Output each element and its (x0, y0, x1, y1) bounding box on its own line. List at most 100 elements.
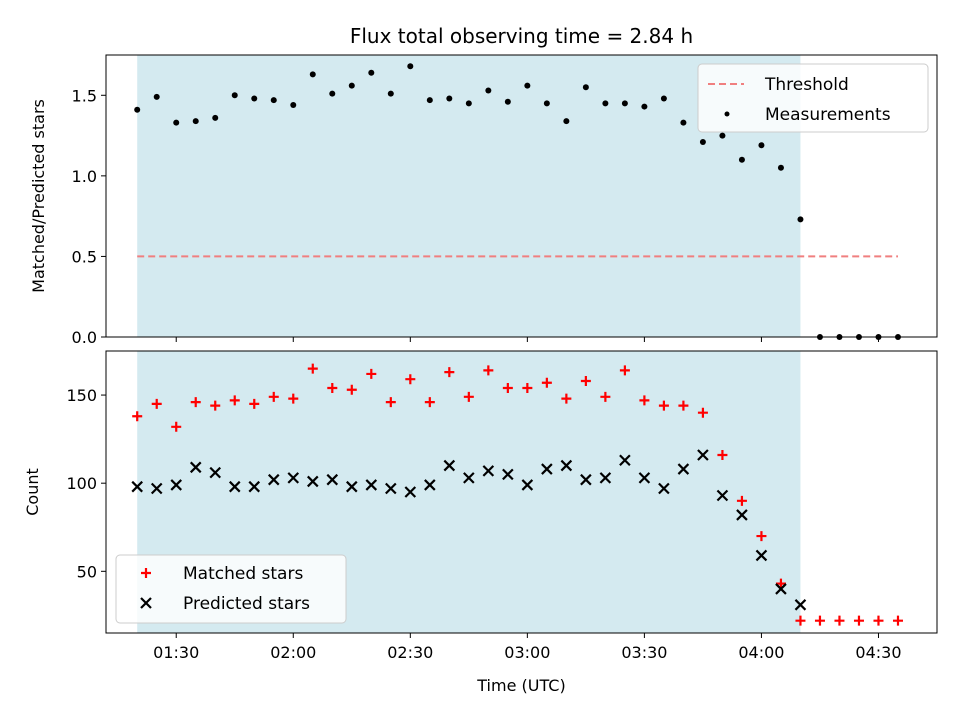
measurement-point (621, 100, 628, 107)
predicted-star-marker (775, 583, 787, 595)
predicted-star-marker (404, 486, 417, 498)
measurement-point (426, 97, 433, 104)
matched-star-marker (483, 365, 494, 376)
matched-star-marker (717, 449, 728, 460)
x-tick-label: 03:30 (621, 643, 667, 662)
legend-predicted-swatch (140, 597, 152, 609)
legend: Threshold Measurements (697, 63, 929, 133)
predicted-star-marker (463, 472, 475, 484)
y-tick-label: 150 (66, 386, 97, 405)
matched-star-marker (190, 397, 201, 408)
y-axis-label: Matched/Predicted stars (29, 99, 48, 293)
matched-star-marker (795, 615, 806, 626)
measurement-point (290, 101, 297, 108)
matched-star-marker (327, 383, 338, 394)
predicted-star-marker (697, 449, 709, 461)
predicted-star-marker (521, 479, 534, 491)
matched-star-marker (834, 615, 845, 626)
measurement-point (465, 100, 472, 107)
x-tick-label: 01:30 (153, 643, 199, 662)
predicted-star-marker (385, 482, 397, 495)
measurement-point (348, 82, 355, 89)
matched-star-marker (619, 365, 630, 376)
measurement-point (231, 92, 238, 99)
measurement-point (582, 84, 589, 91)
predicted-star-marker (346, 480, 358, 493)
measurement-point (251, 95, 258, 102)
measurement-point (270, 97, 277, 104)
matched-star-marker (385, 397, 396, 408)
x-tick-label: 04:00 (738, 643, 784, 662)
matched-star-marker (151, 398, 162, 409)
measurement-point (504, 98, 511, 105)
panel-top: 0.0 0.5 1.0 1.5 Matched/Predicted stars Flux … (29, 24, 938, 347)
y-tick-label: 100 (66, 474, 97, 493)
legend-matched-label: Matched stars (183, 564, 303, 584)
y-tick-label: 1.0 (72, 167, 97, 186)
predicted-star-marker (170, 479, 183, 491)
matched-star-marker (288, 393, 299, 404)
matched-star-marker (229, 395, 240, 406)
matched-star-marker (405, 374, 416, 385)
predicted-star-marker (326, 473, 339, 486)
predicted-star-marker (306, 475, 319, 488)
predicted-star-marker (424, 479, 436, 491)
predicted-star-marker (599, 472, 612, 484)
matched-star-marker (268, 391, 279, 402)
predicted-star-marker (482, 465, 495, 477)
measurement-point (329, 90, 336, 97)
predicted-star-marker (638, 472, 651, 484)
matched-star-marker (171, 421, 182, 432)
axes-frame (105, 350, 938, 634)
measurement-point (192, 118, 199, 125)
y-tick-label: 0.0 (72, 328, 97, 347)
measurement-point (563, 118, 570, 125)
measurement-point (407, 63, 414, 70)
predicted-star-marker (580, 473, 592, 486)
matched-star-marker (736, 495, 747, 506)
measurement-point (134, 106, 141, 113)
matched-star-marker (307, 363, 318, 374)
matched-star-marker (132, 411, 143, 422)
measurement-point (660, 95, 667, 102)
axes-frame (105, 54, 938, 338)
measurement-point (777, 164, 784, 171)
legend-box (115, 554, 347, 624)
measurement-point (602, 100, 609, 107)
x-tick-label: 03:00 (504, 643, 550, 662)
legend-measurement-swatch (724, 111, 730, 117)
predicted-star-marker (658, 482, 670, 495)
predicted-star-marker (794, 599, 807, 611)
predicted-star-marker (736, 509, 748, 521)
matched-star-marker (366, 368, 377, 379)
matched-star-marker (561, 393, 572, 404)
predicted-star-marker (755, 549, 768, 562)
predicted-star-marker (150, 482, 163, 495)
measurement-point (758, 142, 765, 149)
matched-star-marker (424, 397, 435, 408)
matched-star-marker (210, 400, 221, 411)
predicted-star-marker (365, 479, 378, 491)
matched-star-marker (346, 384, 357, 395)
predicted-star-marker (189, 461, 202, 474)
matched-star-marker (639, 395, 650, 406)
y-tick-label: 1.5 (72, 86, 97, 105)
matched-star-marker (853, 615, 864, 626)
predicted-star-marker (541, 463, 553, 475)
measurement-point (387, 90, 394, 97)
matched-star-marker (697, 407, 708, 418)
matched-star-marker (814, 615, 825, 626)
measurement-point (719, 132, 726, 139)
chart-title: Flux total observing time = 2.84 h (350, 24, 693, 48)
measurement-point (173, 119, 180, 126)
legend-measurement-label: Measurements (765, 105, 891, 125)
measurement-point (153, 93, 160, 100)
predicted-star-marker (560, 459, 573, 472)
matched-star-marker (249, 398, 260, 409)
legend: Matched stars Predicted stars (115, 554, 347, 624)
predicted-star-marker (716, 489, 729, 502)
y-tick-label: 50 (77, 562, 97, 581)
legend-box (697, 63, 929, 133)
x-tick-label: 04:30 (855, 643, 901, 662)
